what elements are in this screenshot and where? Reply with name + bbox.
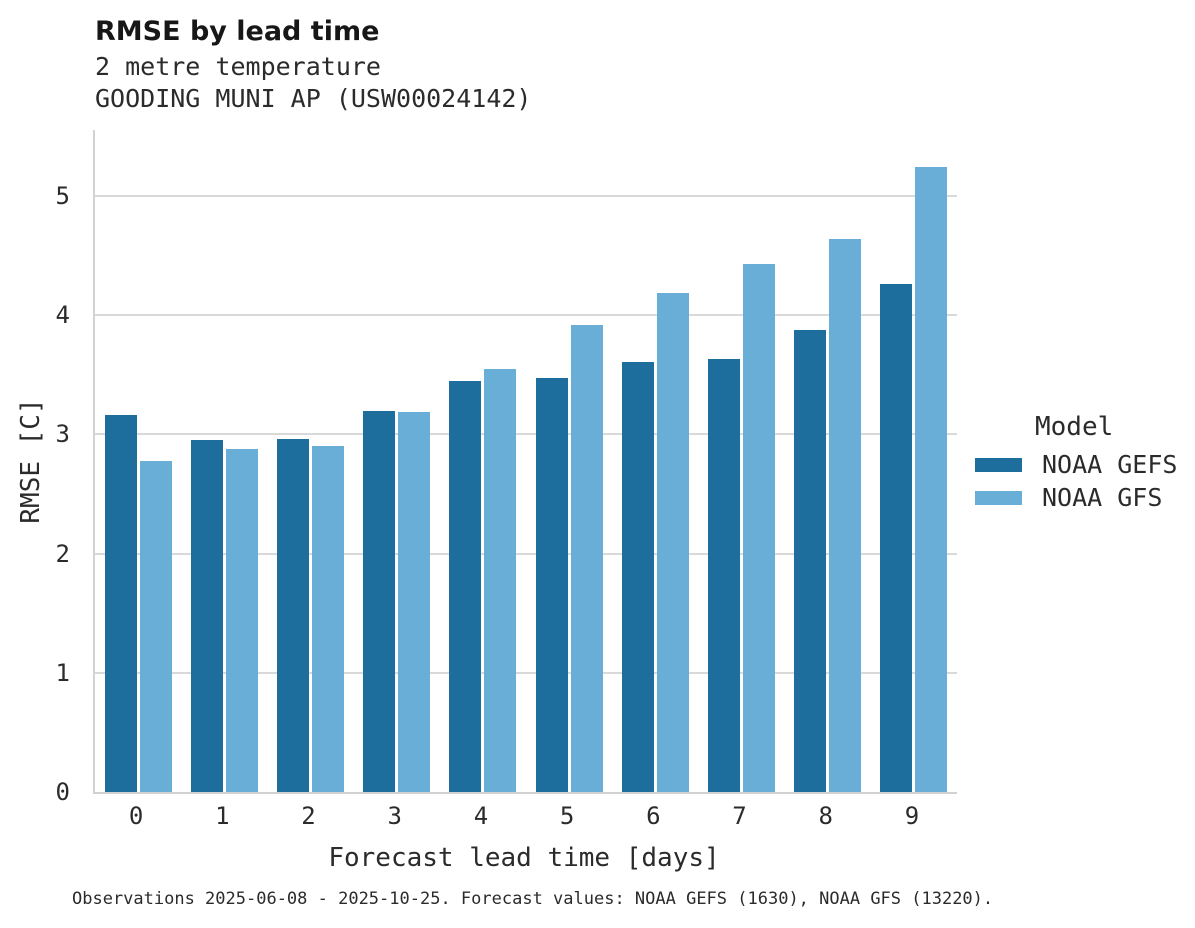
chart-subtitle-station: GOODING MUNI AP (USW00024142) <box>95 84 532 113</box>
chart-title: RMSE by lead time <box>95 16 380 47</box>
bar-group-day-3 <box>354 130 440 792</box>
x-tick-label-6: 6 <box>646 802 661 830</box>
bar-noaa-gefs-day-6 <box>621 361 654 792</box>
x-tick-label-0: 0 <box>128 802 144 830</box>
bar-group-day-5 <box>526 130 612 792</box>
bar-noaa-gefs-day-7 <box>708 359 741 792</box>
x-tick-label-3: 3 <box>387 802 402 830</box>
gridline-y-3 <box>95 433 957 436</box>
bar-group-day-2 <box>267 130 353 792</box>
y-tick-label-2: 2 <box>55 539 70 568</box>
x-tick-label-5: 5 <box>559 802 575 830</box>
gridline-y-1 <box>95 671 957 674</box>
x-tick-label-9: 9 <box>904 802 920 830</box>
bars <box>95 130 957 792</box>
x-tick-label-4: 4 <box>473 802 489 830</box>
bar-noaa-gfs-day-6 <box>656 292 689 792</box>
bar-noaa-gfs-day-3 <box>398 411 431 792</box>
bar-group-day-1 <box>181 130 267 792</box>
bar-group-day-8 <box>785 130 871 792</box>
x-tick-label-7: 7 <box>732 802 747 830</box>
bar-noaa-gefs-day-2 <box>277 439 309 792</box>
legend-entry-noaa-gfs: NOAA GFS <box>975 483 1190 512</box>
x-tick-label-1: 1 <box>215 802 230 830</box>
plot-area <box>93 130 957 794</box>
bar-group-day-7 <box>698 130 784 792</box>
bar-group-day-9 <box>871 130 957 792</box>
bar-noaa-gfs-day-4 <box>484 368 517 792</box>
bar-noaa-gfs-day-8 <box>829 238 862 792</box>
bar-group-day-6 <box>612 130 698 792</box>
y-tick-label-5: 5 <box>55 182 70 210</box>
bar-noaa-gfs-day-9 <box>915 167 948 792</box>
bar-noaa-gfs-day-2 <box>312 446 344 792</box>
bar-noaa-gfs-day-1 <box>225 448 258 792</box>
bar-noaa-gfs-day-5 <box>570 324 603 792</box>
legend-entries: NOAA GEFS NOAA GFS <box>975 450 1190 512</box>
bar-group-day-0 <box>95 130 181 792</box>
y-tick-label-1: 1 <box>55 658 70 687</box>
bar-noaa-gfs-day-0 <box>139 460 172 792</box>
y-tick-label-0: 0 <box>55 778 70 806</box>
gridline-y-5 <box>95 195 957 197</box>
bar-noaa-gfs-day-7 <box>743 263 776 792</box>
legend: Model NOAA GEFS NOAA GFS <box>975 412 1190 518</box>
y-tick-label-4: 4 <box>55 301 70 330</box>
caption: Observations 2025-06-08 - 2025-10-25. Fo… <box>72 889 994 909</box>
y-tick-label-3: 3 <box>55 420 70 449</box>
bar-noaa-gefs-day-3 <box>363 410 396 792</box>
gridline-y-2 <box>95 552 957 555</box>
bar-noaa-gefs-day-1 <box>190 440 223 792</box>
legend-label: NOAA GFS <box>1042 483 1163 512</box>
bar-noaa-gefs-day-9 <box>880 284 913 792</box>
x-axis-tick-labels: 0 1 2 3 4 5 6 7 8 9 <box>93 802 955 830</box>
bar-noaa-gefs-day-0 <box>104 415 137 792</box>
legend-entry-noaa-gefs: NOAA GEFS <box>975 450 1190 479</box>
x-axis-title: Forecast lead time [days] <box>328 843 720 873</box>
x-tick-label-8: 8 <box>818 802 833 830</box>
legend-title: Model <box>1035 412 1114 442</box>
bar-noaa-gefs-day-5 <box>535 378 568 792</box>
legend-label: NOAA GEFS <box>1042 450 1178 479</box>
x-tick-label-2: 2 <box>301 802 316 830</box>
legend-swatch-icon <box>975 490 1022 505</box>
bar-group-day-4 <box>440 130 526 792</box>
chart-subtitle-variable: 2 metre temperature <box>95 52 381 81</box>
bar-noaa-gefs-day-4 <box>449 380 482 792</box>
bar-noaa-gefs-day-8 <box>794 329 827 792</box>
y-axis-tick-labels: 0 1 2 3 4 5 <box>0 130 80 806</box>
gridline-y-4 <box>95 314 957 317</box>
legend-swatch-icon <box>975 457 1022 472</box>
